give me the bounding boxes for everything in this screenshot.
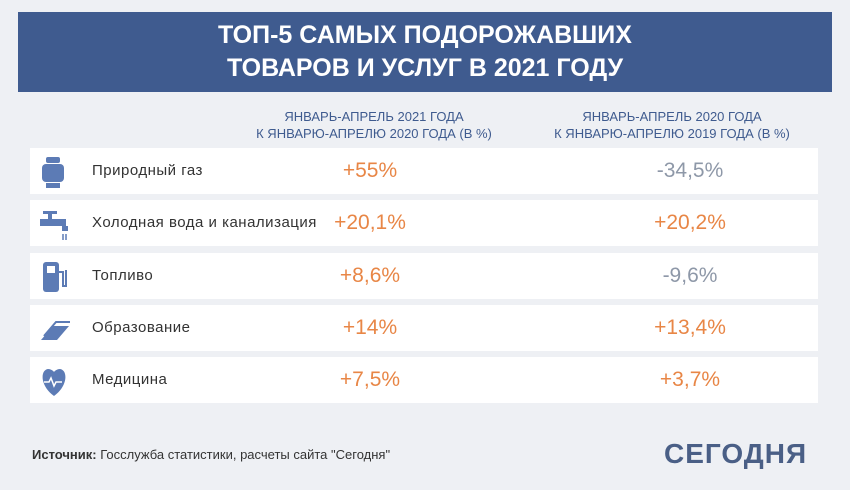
column-header: ЯНВАРЬ-АПРЕЛЬ 2021 ГОДА К ЯНВАРЮ-АПРЕЛЮ …: [224, 108, 524, 142]
cell-value: +13,4%: [654, 316, 726, 339]
cell-value: -34,5%: [656, 159, 724, 182]
header: ТОП-5 САМЫХ ПОДОРОЖАВШИХ ТОВАРОВ И УСЛУГ…: [18, 12, 832, 92]
cell-value: +20,2%: [654, 211, 726, 234]
row-icon: [41, 321, 70, 340]
cell-value: -9,6%: [662, 264, 718, 287]
cell-value: +3,7%: [659, 368, 721, 391]
column-header: ЯНВАРЬ-АПРЕЛЬ 2020 ГОДА К ЯНВАРЮ-АПРЕЛЮ …: [522, 108, 822, 142]
row-icon: [42, 369, 66, 396]
cell-value: +20,1%: [334, 211, 406, 234]
source-label: Источник:: [32, 447, 97, 462]
column-header-line: К ЯНВАРЮ-АПРЕЛЮ 2019 ГОДА (В %): [554, 126, 790, 141]
cell-value: +8,6%: [339, 264, 401, 287]
source-text: Госслужба статистики, расчеты сайта "Сег…: [100, 447, 391, 462]
row-label: Топливо: [92, 267, 154, 284]
row-label: Природный газ: [92, 162, 203, 179]
row-label: Холодная вода и канализация: [92, 214, 317, 231]
row-icon: [40, 211, 68, 240]
column-header-line: ЯНВАРЬ-АПРЕЛЬ 2020 ГОДА: [582, 109, 762, 124]
cell-value: +14%: [342, 316, 398, 339]
column-header-line: ЯНВАРЬ-АПРЕЛЬ 2021 ГОДА: [284, 109, 464, 124]
cell-value: +55%: [342, 159, 398, 182]
table-row: Топливо +8,6% -9,6%: [30, 253, 818, 299]
source: Источник: Госслужба статистики, расчеты …: [32, 447, 390, 462]
title-line: ТОП-5 САМЫХ ПОДОРОЖАВШИХ: [218, 21, 632, 49]
row-icon: [42, 157, 64, 188]
table-row: Природный газ +55% -34,5%: [30, 148, 818, 194]
table-row: Холодная вода и канализация +20,1% +20,2%: [30, 200, 818, 246]
row-label: Медицина: [92, 371, 168, 388]
column-header-line: К ЯНВАРЮ-АПРЕЛЮ 2020 ГОДА (В %): [256, 126, 492, 141]
cell-value: +7,5%: [339, 368, 401, 391]
row-icon: [43, 262, 67, 292]
logo: СЕГОДНЯ: [664, 438, 808, 469]
table-row: Медицина +7,5% +3,7%: [30, 357, 818, 403]
row-label: Образование: [92, 319, 191, 336]
title-line: ТОВАРОВ И УСЛУГ В 2021 ГОДУ: [226, 54, 624, 82]
table-row: Образование +14% +13,4%: [30, 305, 818, 351]
